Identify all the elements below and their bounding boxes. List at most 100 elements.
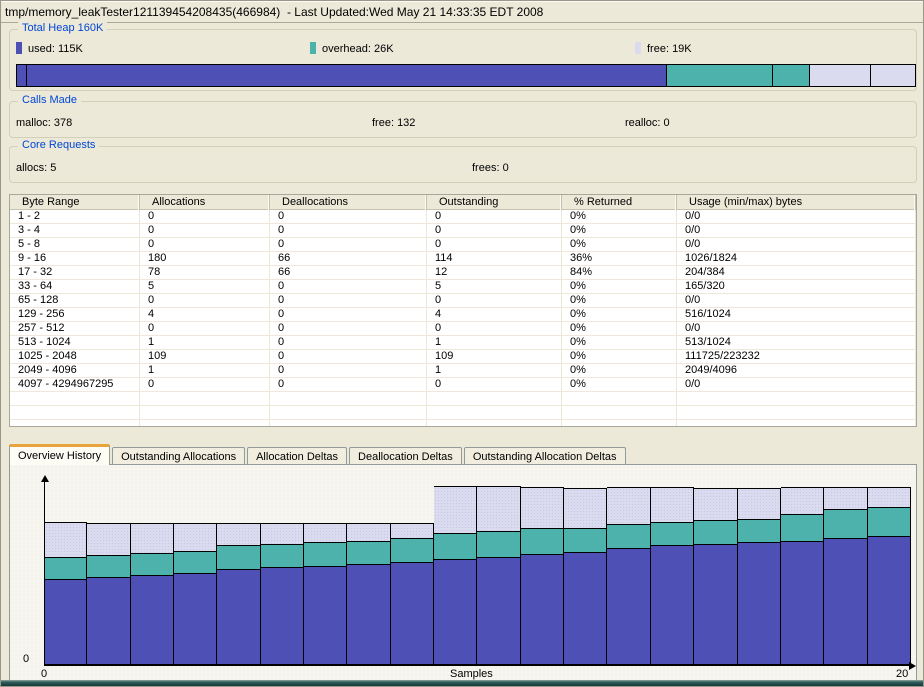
chart-segment-free [824,487,867,510]
chart-segment-overhead [477,532,520,558]
chart-segment-overhead [521,529,564,555]
core-requests-stats: allocs: 5 frees: 0 [10,161,916,175]
table-row[interactable]: 4097 - 42949672950000%0/0 [10,378,916,392]
overview-history-panel: 0 0 Samples 20 [9,464,917,682]
table-cell: 0 [140,238,270,251]
table-cell-empty [10,420,140,427]
table-cell: 0 [270,238,427,251]
chart-segment-free [607,487,650,525]
chart-bar-sample [304,523,347,665]
table-row[interactable]: 129 - 2564040%516/1024 [10,308,916,322]
chart-segment-free [651,487,694,523]
table-cell: 0% [562,364,677,377]
table-row[interactable]: 33 - 645050%165/320 [10,280,916,294]
table-cell: 0/0 [677,378,916,391]
table-cell: 12 [427,266,562,279]
legend-item-used: used: 115K [16,42,83,56]
table-row[interactable]: 2049 - 40961010%2049/4096 [10,364,916,378]
heap-bar-segment-used [27,65,667,86]
x-axis-start-label: 0 [41,668,47,680]
chart-segment-used [738,543,781,665]
used-swatch-icon [16,42,22,54]
column-header[interactable]: Byte Range [10,195,140,210]
chart-segment-free [347,523,390,542]
history-tabbar: Overview HistoryOutstanding AllocationsA… [9,444,628,465]
table-row[interactable]: 3 - 40000%0/0 [10,224,916,238]
chart-bar-sample [607,487,650,665]
table-cell: 36% [562,252,677,265]
chart-segment-used [347,565,390,665]
table-cell: 1 [427,364,562,377]
table-cell: 3 - 4 [10,224,140,237]
x-axis-title: Samples [450,668,493,680]
table-cell: 0 [270,322,427,335]
column-header[interactable]: Outstanding [427,195,562,210]
chart-bar-sample [347,523,390,665]
chart-bar-sample [174,523,217,665]
table-row[interactable]: 513 - 10241010%513/1024 [10,336,916,350]
table-cell-empty [140,406,270,419]
table-row[interactable]: 257 - 5120000%0/0 [10,322,916,336]
table-cell: 0 [270,210,427,223]
tab-outstanding-allocation-deltas[interactable]: Outstanding Allocation Deltas [464,447,626,465]
column-header[interactable]: % Returned [562,195,677,210]
table-row[interactable]: 17 - 3278661284%204/384 [10,266,916,280]
stat-value: frees: 0 [472,161,509,175]
table-row[interactable]: 1025 - 204810901090%111725/223232 [10,350,916,364]
byte-range-table-header: Byte RangeAllocationsDeallocationsOutsta… [10,195,916,210]
chart-y-axis-arrow-icon [41,475,49,482]
chart-segment-used [87,578,130,665]
chart-segment-free [521,487,564,529]
chart-segment-used [261,568,304,665]
stat-value: allocs: 5 [16,161,56,175]
chart-segment-free [434,486,477,534]
column-header[interactable]: Usage (min/max) bytes [677,195,916,210]
table-row[interactable]: 1 - 20000%0/0 [10,210,916,224]
tab-allocation-deltas[interactable]: Allocation Deltas [247,447,347,465]
table-cell: 0 [140,294,270,307]
table-row[interactable]: 9 - 161806611436%1026/1824 [10,252,916,266]
chart-segment-overhead [391,539,434,563]
chart-y-axis [44,481,45,665]
chart-segment-used [607,549,650,665]
column-header[interactable]: Deallocations [270,195,427,210]
table-cell-empty [562,406,677,419]
tab-outstanding-allocations[interactable]: Outstanding Allocations [112,447,245,465]
table-cell: 0 [270,336,427,349]
chart-segment-free [738,488,781,520]
chart-segment-used [44,580,87,665]
table-row[interactable]: 5 - 80000%0/0 [10,238,916,252]
chart-bar-sample [44,522,87,665]
legend-label: overhead: 26K [322,43,394,55]
table-row[interactable]: 65 - 1280000%0/0 [10,294,916,308]
tab-overview-history[interactable]: Overview History [9,444,110,465]
chart-segment-overhead [781,515,824,542]
heap-bar-segment-free [871,65,915,86]
chart-segment-used [304,567,347,665]
table-cell: 1 [427,336,562,349]
table-cell: 0 [270,280,427,293]
table-cell-empty [10,392,140,405]
table-cell: 0 [140,322,270,335]
table-cell: 84% [562,266,677,279]
table-cell: 0 [427,294,562,307]
table-cell: 0% [562,350,677,363]
column-header[interactable]: Allocations [140,195,270,210]
chart-bar-sample [868,487,911,665]
table-cell: 1 [140,364,270,377]
table-cell: 257 - 512 [10,322,140,335]
table-cell: 0/0 [677,210,916,223]
table-cell: 4 [140,308,270,321]
table-cell: 0 [427,322,562,335]
chart-bar-sample [521,487,564,665]
tab-deallocation-deltas[interactable]: Deallocation Deltas [349,447,462,465]
table-cell: 0 [427,224,562,237]
chart-segment-free [217,523,260,546]
legend-item-free: free: 19K [635,42,692,56]
chart-segment-overhead [174,552,217,574]
chart-segment-free [44,522,87,558]
table-cell: 0% [562,280,677,293]
overhead-swatch-icon [310,42,316,54]
table-cell: 0% [562,238,677,251]
heap-bar-segment-free [810,65,871,86]
